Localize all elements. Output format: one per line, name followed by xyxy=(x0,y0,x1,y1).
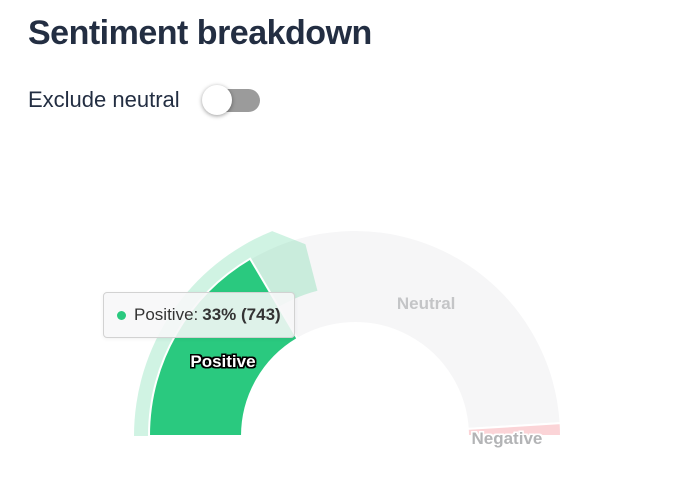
tooltip-series-label: Positive: xyxy=(134,305,199,324)
pie-slice-neutral[interactable] xyxy=(248,229,562,430)
series-marker-dot xyxy=(117,310,126,320)
chart-tooltip: Positive: 33% (743) xyxy=(103,292,295,338)
toggle-knob[interactable] xyxy=(201,85,232,115)
exclude-neutral-row: Exclude neutral xyxy=(28,85,262,115)
exclude-neutral-label: Exclude neutral xyxy=(28,87,180,112)
exclude-neutral-toggle[interactable] xyxy=(201,85,262,115)
tooltip-value: 33% (743) xyxy=(202,305,281,324)
pie-slice-negative[interactable] xyxy=(466,422,563,437)
page-title: Sentiment breakdown xyxy=(28,14,372,52)
